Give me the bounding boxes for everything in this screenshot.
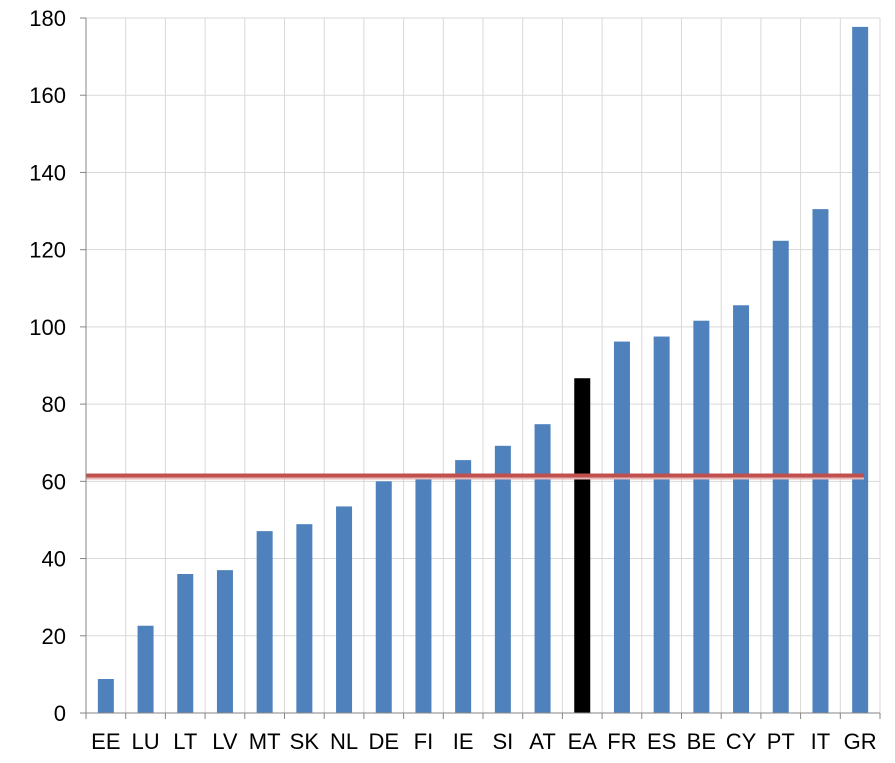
- bar-lt: [177, 574, 194, 713]
- bar-it: [812, 209, 829, 713]
- bar-gr: [852, 26, 869, 714]
- y-tick-label: 40: [42, 547, 66, 572]
- bar-nl: [336, 506, 353, 713]
- x-tick-label: PT: [767, 729, 795, 754]
- bar-ie: [455, 460, 472, 713]
- bar-de: [375, 481, 392, 713]
- x-tick-label: SK: [290, 729, 320, 754]
- y-tick-label: 120: [29, 238, 66, 263]
- x-tick-label: FI: [414, 729, 434, 754]
- x-tick-label: CY: [726, 729, 757, 754]
- x-tick-label: FR: [607, 729, 636, 754]
- bars: [97, 26, 869, 714]
- x-tick-label: LV: [212, 729, 238, 754]
- bar-es: [653, 336, 670, 713]
- x-tick-label: EE: [91, 729, 120, 754]
- x-tick-label: ES: [647, 729, 676, 754]
- reference-line-group: [86, 473, 864, 480]
- y-tick-labels: 0 20 40 60 80 100 120 140 160 180: [29, 6, 66, 726]
- x-tick-label: LU: [131, 729, 159, 754]
- x-tick-label: SI: [492, 729, 513, 754]
- y-tick-label: 80: [42, 392, 66, 417]
- x-tick-label: LT: [173, 729, 197, 754]
- bar-fi: [415, 479, 432, 713]
- x-tick-label: IT: [811, 729, 831, 754]
- x-tick-label: NL: [330, 729, 358, 754]
- x-tick-label: AT: [529, 729, 555, 754]
- bar-lu: [137, 625, 154, 713]
- y-tick-label: 180: [29, 6, 66, 31]
- y-tick-label: 60: [42, 469, 66, 494]
- axes: [80, 17, 881, 719]
- y-tick-label: 20: [42, 624, 66, 649]
- x-tick-label: IE: [453, 729, 474, 754]
- x-tick-label: EA: [568, 729, 598, 754]
- bar-lv: [216, 570, 233, 713]
- x-tick-label: GR: [844, 729, 877, 754]
- x-tick-label: MT: [249, 729, 281, 754]
- x-tick-label: DE: [368, 729, 399, 754]
- x-tick-labels: EE LU LT LV MT SK NL DE FI IE SI AT EA FR ES BE CY PT IT GR: [91, 729, 876, 754]
- bar-sk: [296, 524, 313, 713]
- y-tick-label: 0: [54, 701, 66, 726]
- bar-ee: [97, 679, 114, 713]
- bar-ea: [574, 378, 591, 713]
- gridlines: [86, 17, 881, 713]
- y-tick-label: 140: [29, 160, 66, 185]
- bar-cy: [733, 305, 750, 713]
- bar-fr: [613, 341, 630, 713]
- bar-at: [534, 424, 551, 713]
- bar-be: [693, 320, 710, 713]
- bar-si: [494, 445, 511, 713]
- y-tick-label: 100: [29, 315, 66, 340]
- y-tick-label: 160: [29, 83, 66, 108]
- bar-mt: [256, 531, 273, 713]
- x-tick-label: BE: [687, 729, 716, 754]
